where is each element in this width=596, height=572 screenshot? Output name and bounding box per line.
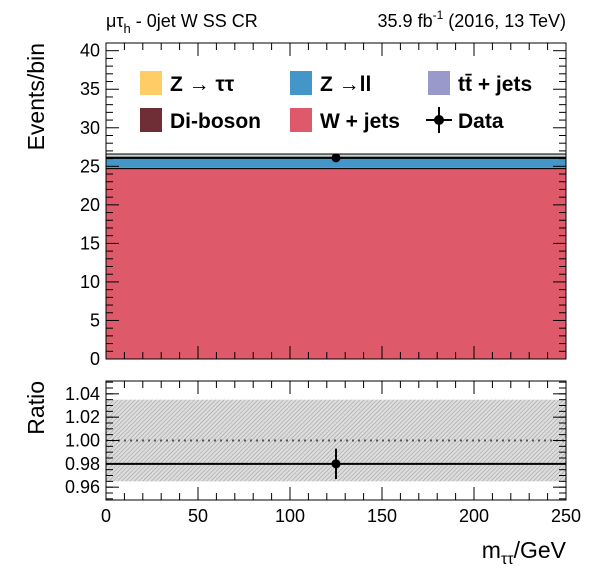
ratio-point (331, 459, 341, 469)
main-ytick-label: 35 (80, 79, 100, 99)
stacked-histogram (106, 153, 566, 359)
data-point (331, 153, 341, 163)
ratio-ytick-label: 0.98 (65, 454, 100, 474)
legend-label-ztautau: Z → ττ (170, 73, 235, 96)
legend-label-zll: Z →ll (320, 73, 371, 96)
ratio-y-axis: 0.96 0.98 1.00 1.02 1.04 (65, 381, 566, 500)
main-ytick-label: 25 (80, 156, 100, 176)
main-ytick-label: 40 (80, 41, 100, 61)
main-ytick-label: 0 (90, 349, 100, 369)
legend-swatch-zll (290, 71, 312, 95)
data-points (106, 153, 566, 163)
legend-swatch-ttbar (428, 71, 450, 95)
xtick-label: 100 (275, 506, 305, 526)
legend-swatch-diboson (140, 108, 162, 132)
x-axis: 0 50 100 150 200 250 (101, 381, 581, 526)
lumi-label: 35.9 fb-1 (2016, 13 TeV) (378, 8, 566, 31)
main-panel: 0 5 10 15 20 25 30 35 40 Events/bin Z → ττ Z →ll t… (23, 41, 567, 369)
main-ytick-label: 10 (80, 272, 100, 292)
ratio-ytick-label: 1.04 (65, 384, 100, 404)
ratio-frame (105, 380, 567, 501)
legend-label-data: Data (458, 110, 504, 133)
ratio-points (331, 448, 341, 479)
legend-data-marker (434, 115, 444, 125)
x-axis-label: mττ/GeV (482, 537, 567, 568)
legend-swatch-wjets (290, 108, 312, 132)
ratio-y-axis-label: Ratio (23, 381, 49, 435)
legend-label-ttbar: tt̄ + jets (458, 73, 532, 96)
legend-label-diboson: Di-boson (170, 110, 261, 133)
xtick-label: 200 (459, 506, 489, 526)
stack-bar-wjets (106, 168, 566, 359)
legend: Z → ττ Z →ll tt̄ + jets Di-boson W + jets Dat… (140, 71, 532, 133)
legend-label-wjets: W + jets (320, 110, 400, 133)
ratio-ytick-label: 1.02 (65, 407, 100, 427)
ratio-ytick-label: 0.96 (65, 477, 100, 497)
xtick-label: 0 (101, 506, 111, 526)
main-y-axis: 0 5 10 15 20 25 30 35 40 (80, 41, 566, 369)
main-ytick-label: 30 (80, 118, 100, 138)
xtick-label: 150 (367, 506, 397, 526)
xtick-label: 50 (188, 506, 208, 526)
ratio-panel: 0.96 0.98 1.00 1.02 1.04 0 50 100 150 200 250 Rat… (23, 380, 581, 526)
legend-swatch-ztautau (140, 71, 162, 95)
main-y-axis-label: Events/bin (23, 43, 49, 150)
channel-label: μτh - 0jet W SS CR (106, 11, 258, 36)
main-ytick-label: 20 (80, 195, 100, 215)
ratio-ytick-label: 1.00 (65, 431, 100, 451)
xtick-label: 250 (551, 506, 581, 526)
main-ytick-label: 5 (90, 310, 100, 330)
main-ytick-label: 15 (80, 233, 100, 253)
main-frame (105, 42, 567, 360)
